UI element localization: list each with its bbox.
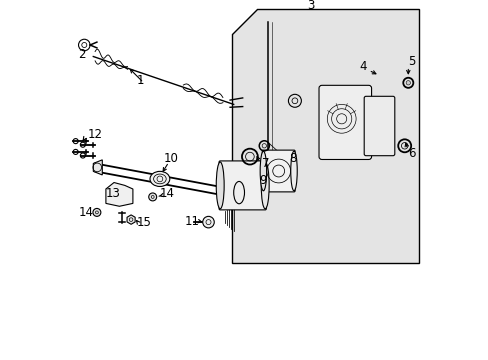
Text: 10: 10 <box>163 152 178 165</box>
Text: 12: 12 <box>87 129 102 141</box>
Text: 6: 6 <box>407 147 415 159</box>
FancyBboxPatch shape <box>219 161 266 210</box>
Ellipse shape <box>261 162 268 209</box>
Text: 13: 13 <box>105 187 120 200</box>
Text: 4: 4 <box>359 60 366 73</box>
FancyBboxPatch shape <box>318 85 371 159</box>
Text: 7: 7 <box>261 157 268 170</box>
Text: 5: 5 <box>407 55 415 68</box>
Text: 3: 3 <box>307 0 314 12</box>
Ellipse shape <box>216 162 224 209</box>
Text: 8: 8 <box>289 152 296 165</box>
Polygon shape <box>106 183 133 206</box>
Circle shape <box>406 81 409 85</box>
Ellipse shape <box>150 171 169 186</box>
Text: 14: 14 <box>79 206 93 219</box>
FancyBboxPatch shape <box>262 150 294 192</box>
Circle shape <box>93 208 101 216</box>
Polygon shape <box>93 160 102 175</box>
FancyBboxPatch shape <box>364 96 394 156</box>
Text: 9: 9 <box>259 174 266 187</box>
Ellipse shape <box>290 151 297 191</box>
Text: 15: 15 <box>136 216 151 229</box>
Text: 1: 1 <box>136 75 143 87</box>
Ellipse shape <box>233 181 244 204</box>
Polygon shape <box>231 9 418 263</box>
Text: 11: 11 <box>184 215 200 228</box>
Circle shape <box>203 216 214 228</box>
Text: 2: 2 <box>78 48 85 60</box>
Ellipse shape <box>260 151 266 191</box>
Circle shape <box>148 193 156 201</box>
Polygon shape <box>127 215 135 224</box>
Text: 14: 14 <box>159 187 174 200</box>
